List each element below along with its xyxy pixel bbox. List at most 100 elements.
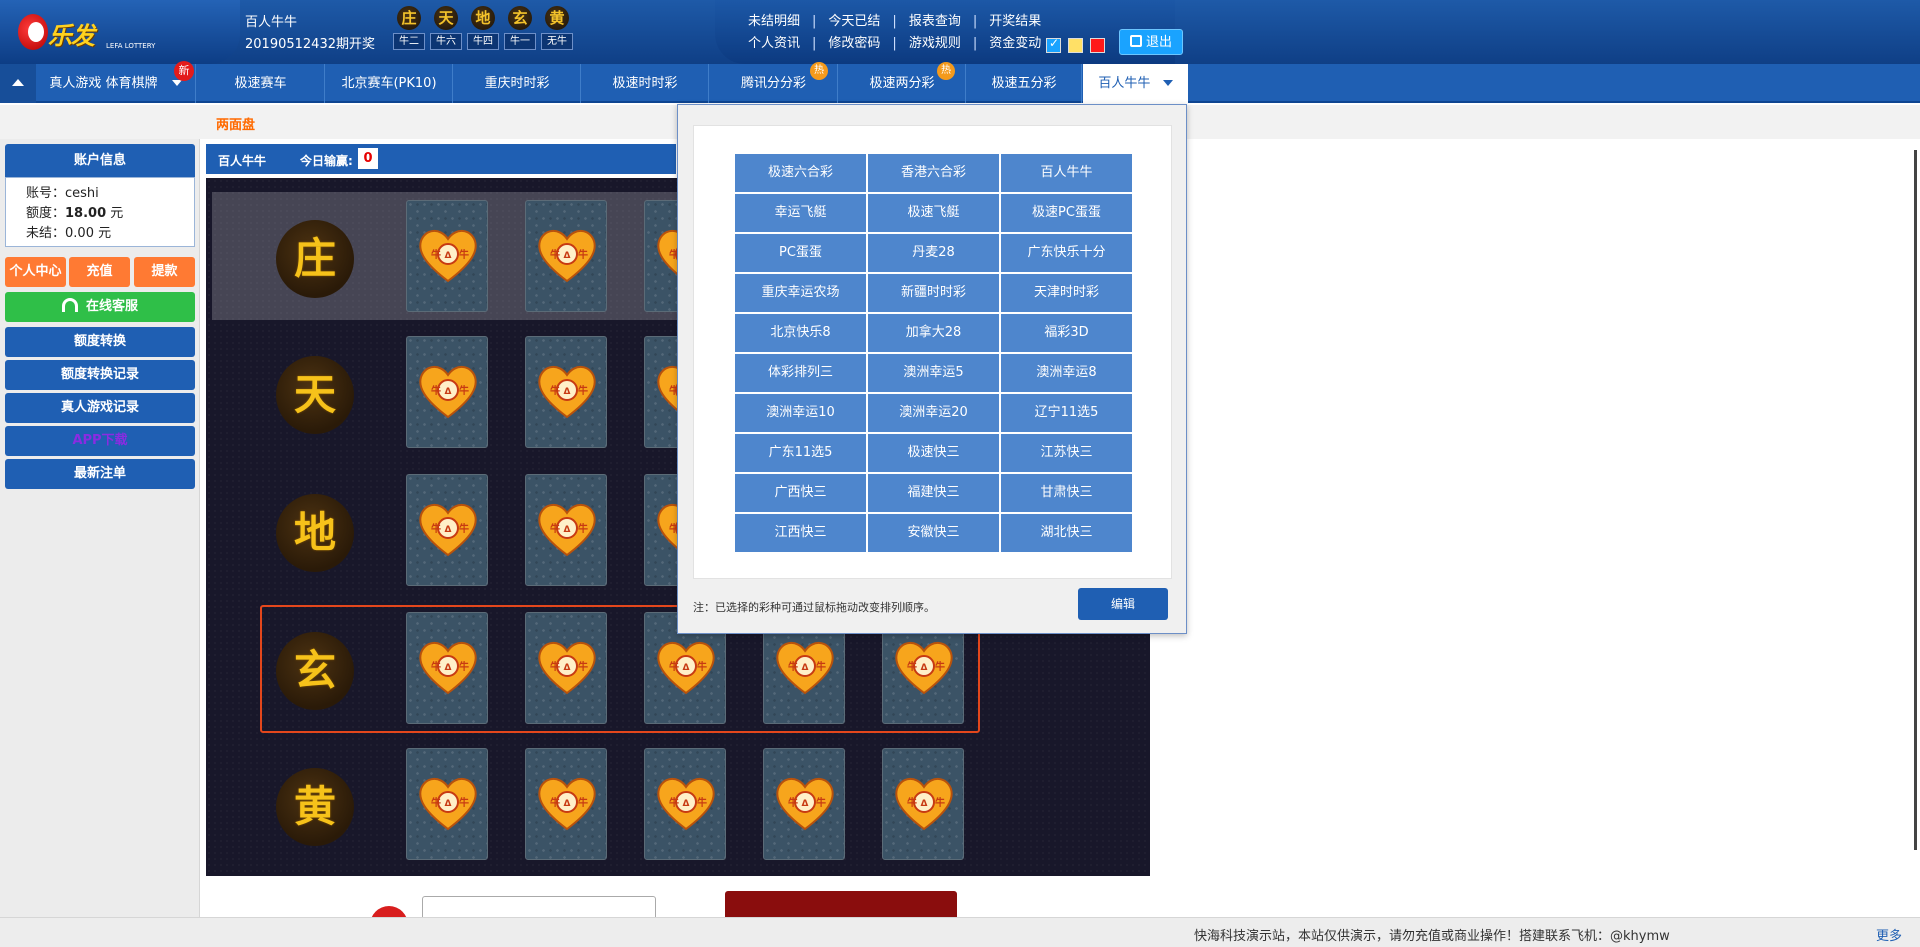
- svg-text:Δ: Δ: [564, 525, 571, 535]
- game-option[interactable]: 甘肃快三: [1001, 474, 1132, 512]
- game-option[interactable]: 体彩排列三: [735, 354, 866, 392]
- game-grid-panel: 极速六合彩 香港六合彩 百人牛牛幸运飞艇 极速飞艇 极速PC蛋蛋 PC蛋蛋 丹麦28 广东快乐…: [693, 125, 1172, 579]
- game-option[interactable]: 丹麦28: [868, 234, 999, 272]
- theme-blue-swatch[interactable]: [1046, 36, 1061, 53]
- game-option[interactable]: 安徽快三: [868, 514, 999, 552]
- deposit-button[interactable]: 充值: [69, 257, 130, 287]
- nav-item-label: 极速时时彩: [612, 76, 678, 91]
- game-option[interactable]: 天津时时彩: [1001, 274, 1132, 312]
- svg-text:牛: 牛: [578, 522, 588, 535]
- new-badge: 新: [174, 61, 194, 81]
- credit-transfer-button[interactable]: 额度转换: [5, 327, 195, 357]
- nav-item-jisu-saiche[interactable]: 极速赛车: [197, 64, 325, 103]
- game-option[interactable]: 福建快三: [868, 474, 999, 512]
- unsettled-label: 未结：: [26, 226, 66, 241]
- game-option[interactable]: 澳洲幸运20: [868, 394, 999, 432]
- svg-text:牛: 牛: [669, 248, 679, 261]
- app-download-button[interactable]: APP下载: [5, 426, 195, 456]
- game-option[interactable]: 百人牛牛: [1001, 154, 1132, 192]
- game-option[interactable]: 广东11选5: [735, 434, 866, 472]
- footer-bar: 快海科技演示站，本站仅供演示，请勿充值或商业操作！搭建联系飞机：@khymw 更…: [0, 917, 1920, 947]
- footer-more-link[interactable]: 更多: [1876, 929, 1903, 944]
- logo[interactable]: 乐发 LEFA LOTTERY: [18, 10, 158, 54]
- game-option[interactable]: 澳洲幸运8: [1001, 354, 1132, 392]
- transfer-log-button[interactable]: 额度转换记录: [5, 360, 195, 390]
- game-option[interactable]: 福彩3D: [1001, 314, 1132, 352]
- nav-item-live-sports[interactable]: 真人游戏 体育棋牌 新: [36, 61, 196, 103]
- svg-text:牛: 牛: [431, 384, 441, 397]
- game-nav: 真人游戏 体育棋牌 新 极速赛车 北京赛车(PK10) 重庆时时彩 极速时时彩 …: [0, 61, 1920, 103]
- svg-text:牛: 牛: [935, 660, 945, 673]
- game-option[interactable]: 加拿大28: [868, 314, 999, 352]
- today-winloss-label: 今日输赢:: [300, 154, 353, 168]
- game-option[interactable]: 广西快三: [735, 474, 866, 512]
- svg-text:牛: 牛: [550, 796, 560, 809]
- link-draw-results[interactable]: 开奖结果: [989, 14, 1042, 29]
- link-change-password[interactable]: 修改密码: [828, 36, 881, 51]
- nav-collapse-icon[interactable]: [0, 64, 36, 103]
- svg-text:牛: 牛: [550, 248, 560, 261]
- chevron-down-icon: [1162, 80, 1173, 86]
- svg-text:牛: 牛: [788, 796, 798, 809]
- svg-text:牛: 牛: [459, 660, 469, 673]
- result-face: 玄: [508, 6, 532, 30]
- personal-center-button[interactable]: 个人中心: [5, 257, 66, 287]
- game-option[interactable]: 极速PC蛋蛋: [1001, 194, 1132, 232]
- nav-item-cq-ssc[interactable]: 重庆时时彩: [454, 64, 581, 103]
- withdraw-button[interactable]: 提款: [134, 257, 195, 287]
- link-profile[interactable]: 个人资讯: [748, 36, 801, 51]
- online-service-button[interactable]: 在线客服: [5, 292, 195, 322]
- game-option[interactable]: PC蛋蛋: [735, 234, 866, 272]
- game-option[interactable]: 澳洲幸运10: [735, 394, 866, 432]
- nav-item-label: 极速赛车: [234, 76, 287, 91]
- niuniu-heart-icon: Δ牛 牛: [776, 778, 834, 831]
- niuniu-heart-icon: Δ牛 牛: [776, 642, 834, 695]
- nav-item-pk10[interactable]: 北京赛车(PK10): [326, 64, 453, 103]
- edit-button[interactable]: 编辑: [1078, 588, 1168, 620]
- theme-switcher: [1046, 36, 1105, 53]
- game-option[interactable]: 新疆时时彩: [868, 274, 999, 312]
- link-game-rules[interactable]: 游戏规则: [908, 36, 961, 51]
- nav-item-bairen-niuniu[interactable]: 百人牛牛: [1083, 64, 1188, 103]
- game-option[interactable]: 香港六合彩: [868, 154, 999, 192]
- game-option[interactable]: 广东快乐十分: [1001, 234, 1132, 272]
- nav-item-jisu-ssc[interactable]: 极速时时彩: [582, 64, 709, 103]
- theme-red-swatch[interactable]: [1090, 38, 1105, 53]
- result-face: 黄: [545, 6, 569, 30]
- svg-text:Δ: Δ: [564, 663, 571, 673]
- nav-item-jisu-2fc[interactable]: 极速两分彩 热: [839, 62, 966, 103]
- position-xuan: 玄: [276, 632, 354, 710]
- svg-text:Δ: Δ: [564, 251, 571, 261]
- game-option[interactable]: 极速六合彩: [735, 154, 866, 192]
- link-reports[interactable]: 报表查询: [908, 14, 961, 29]
- link-settled-today[interactable]: 今天已结: [828, 14, 881, 29]
- account-label: 账号：: [26, 186, 66, 201]
- game-option[interactable]: 重庆幸运农场: [735, 274, 866, 312]
- niuniu-heart-icon: Δ牛 牛: [419, 366, 477, 419]
- niuniu-heart-icon: Δ牛 牛: [538, 230, 596, 283]
- game-option[interactable]: 江西快三: [735, 514, 866, 552]
- svg-text:牛: 牛: [459, 248, 469, 261]
- svg-text:牛: 牛: [578, 248, 588, 261]
- game-option[interactable]: 澳洲幸运5: [868, 354, 999, 392]
- tab-two-sided[interactable]: 两面盘: [216, 118, 256, 133]
- link-unsettled[interactable]: 未结明细: [748, 14, 801, 29]
- logout-button[interactable]: 退出: [1119, 29, 1183, 55]
- nav-item-jisu-5fc[interactable]: 极速五分彩: [967, 64, 1082, 103]
- game-option[interactable]: 北京快乐8: [735, 314, 866, 352]
- logout-icon: [1129, 35, 1142, 47]
- nav-item-tencent-ffc[interactable]: 腾讯分分彩 热: [710, 62, 838, 103]
- vertical-scrollbar[interactable]: [1914, 150, 1917, 850]
- header-links-panel: [715, 0, 1175, 64]
- game-option[interactable]: 江苏快三: [1001, 434, 1132, 472]
- live-game-log-button[interactable]: 真人游戏记录: [5, 393, 195, 423]
- latest-bets-button[interactable]: 最新注单: [5, 459, 195, 489]
- game-option[interactable]: 辽宁11选5: [1001, 394, 1132, 432]
- game-option[interactable]: 湖北快三: [1001, 514, 1132, 552]
- game-option[interactable]: 幸运飞艇: [735, 194, 866, 232]
- link-fund-changes[interactable]: 资金变动: [989, 36, 1042, 51]
- svg-text:牛: 牛: [669, 660, 679, 673]
- theme-yellow-swatch[interactable]: [1068, 38, 1083, 53]
- game-option[interactable]: 极速快三: [868, 434, 999, 472]
- game-option[interactable]: 极速飞艇: [868, 194, 999, 232]
